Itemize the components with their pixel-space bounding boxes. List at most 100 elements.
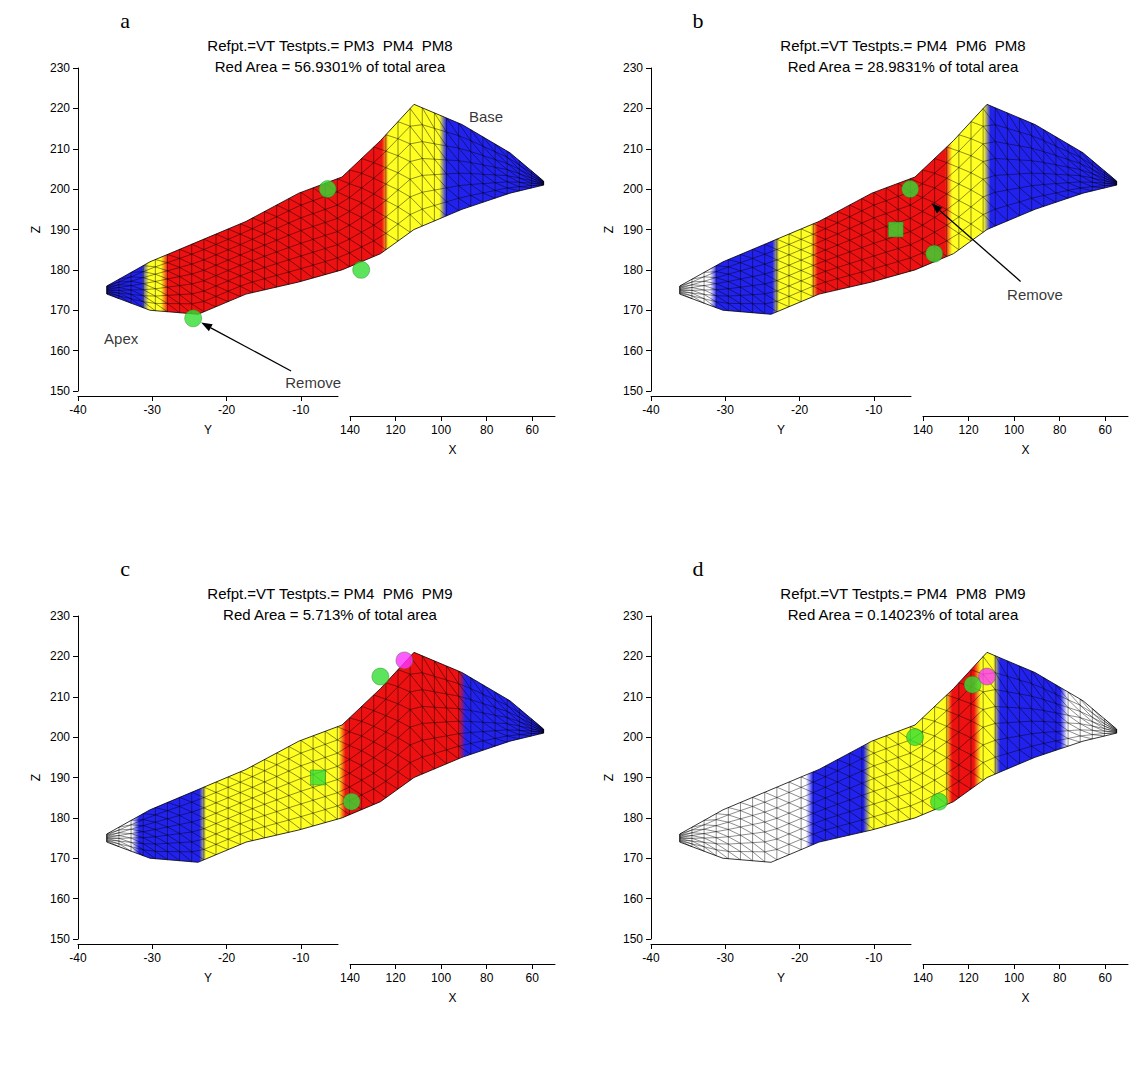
svg-text:c: c [120,556,130,581]
svg-text:X: X [1021,991,1029,1005]
svg-text:X: X [448,443,456,457]
svg-text:120: 120 [959,423,979,437]
svg-text:230: 230 [623,609,643,623]
svg-text:150: 150 [623,384,643,398]
svg-text:Remove: Remove [1007,286,1063,303]
svg-text:190: 190 [50,771,70,785]
svg-text:-40: -40 [642,951,660,965]
svg-text:210: 210 [50,142,70,156]
svg-text:Z: Z [29,774,43,781]
svg-text:Z: Z [602,774,616,781]
svg-text:-10: -10 [292,951,310,965]
svg-text:200: 200 [50,182,70,196]
svg-text:60: 60 [526,423,540,437]
svg-text:150: 150 [50,932,70,946]
svg-text:80: 80 [1053,423,1067,437]
svg-text:220: 220 [50,101,70,115]
svg-text:170: 170 [50,303,70,317]
svg-text:170: 170 [623,303,643,317]
svg-text:-30: -30 [717,951,735,965]
svg-text:80: 80 [1053,971,1067,985]
svg-text:-20: -20 [218,403,236,417]
svg-text:-40: -40 [69,951,87,965]
svg-text:160: 160 [50,892,70,906]
svg-text:-30: -30 [144,951,162,965]
svg-text:X: X [1021,443,1029,457]
svg-text:120: 120 [386,971,406,985]
svg-text:190: 190 [623,771,643,785]
svg-text:100: 100 [431,971,451,985]
svg-text:100: 100 [1004,423,1024,437]
svg-text:170: 170 [50,851,70,865]
svg-text:Red Area = 56.9301% of total a: Red Area = 56.9301% of total area [215,58,446,75]
svg-text:140: 140 [913,423,933,437]
svg-text:Red Area = 28.9831% of total a: Red Area = 28.9831% of total area [788,58,1019,75]
svg-text:-10: -10 [865,951,883,965]
svg-text:Y: Y [777,423,785,437]
svg-text:100: 100 [431,423,451,437]
svg-text:200: 200 [623,730,643,744]
svg-text:Z: Z [602,226,616,233]
svg-text:-20: -20 [218,951,236,965]
svg-text:b: b [693,8,704,33]
svg-text:X: X [448,991,456,1005]
svg-text:60: 60 [1099,971,1113,985]
svg-text:210: 210 [623,690,643,704]
svg-text:Refpt.=VT Testpts.= PM4 PM6: Refpt.=VT Testpts.= PM4 PM6 PM9 [207,585,452,602]
svg-text:180: 180 [623,811,643,825]
svg-text:220: 220 [50,649,70,663]
svg-text:230: 230 [50,609,70,623]
svg-text:160: 160 [623,344,643,358]
svg-text:-30: -30 [144,403,162,417]
svg-text:150: 150 [623,932,643,946]
svg-text:150: 150 [50,384,70,398]
svg-text:170: 170 [623,851,643,865]
svg-text:-40: -40 [69,403,87,417]
svg-text:-20: -20 [791,403,809,417]
svg-text:80: 80 [480,971,494,985]
svg-text:80: 80 [480,423,494,437]
svg-text:190: 190 [623,223,643,237]
svg-text:180: 180 [623,263,643,277]
svg-text:140: 140 [340,971,360,985]
svg-text:Apex: Apex [104,330,139,347]
svg-text:-40: -40 [642,403,660,417]
svg-text:Refpt.=VT Testpts.= PM3 PM4: Refpt.=VT Testpts.= PM3 PM4 PM8 [207,37,452,54]
svg-text:-10: -10 [292,403,310,417]
svg-text:Red Area = 0.14023% of total a: Red Area = 0.14023% of total area [788,606,1019,623]
svg-text:140: 140 [913,971,933,985]
svg-text:Refpt.=VT Testpts.= PM4 PM8: Refpt.=VT Testpts.= PM4 PM8 PM9 [780,585,1025,602]
svg-text:230: 230 [50,61,70,75]
svg-text:180: 180 [50,811,70,825]
svg-text:d: d [693,556,704,581]
svg-text:210: 210 [623,142,643,156]
svg-text:220: 220 [623,649,643,663]
svg-text:-30: -30 [717,403,735,417]
svg-text:230: 230 [623,61,643,75]
svg-text:200: 200 [50,730,70,744]
svg-text:180: 180 [50,263,70,277]
svg-text:220: 220 [623,101,643,115]
svg-text:120: 120 [959,971,979,985]
svg-text:Y: Y [204,423,212,437]
svg-text:a: a [120,8,130,33]
svg-text:160: 160 [50,344,70,358]
svg-text:100: 100 [1004,971,1024,985]
svg-text:Y: Y [204,971,212,985]
svg-text:Base: Base [469,108,503,125]
svg-text:-10: -10 [865,403,883,417]
svg-text:190: 190 [50,223,70,237]
svg-text:60: 60 [526,971,540,985]
svg-text:200: 200 [623,182,643,196]
svg-text:120: 120 [386,423,406,437]
svg-text:140: 140 [340,423,360,437]
svg-text:210: 210 [50,690,70,704]
svg-text:160: 160 [623,892,643,906]
svg-text:-20: -20 [791,951,809,965]
svg-text:60: 60 [1099,423,1113,437]
svg-text:Z: Z [29,226,43,233]
svg-text:Refpt.=VT Testpts.= PM4 PM6: Refpt.=VT Testpts.= PM4 PM6 PM8 [780,37,1025,54]
svg-text:Remove: Remove [285,374,341,391]
svg-text:Y: Y [777,971,785,985]
svg-text:Red Area = 5.713% of total are: Red Area = 5.713% of total area [223,606,438,623]
